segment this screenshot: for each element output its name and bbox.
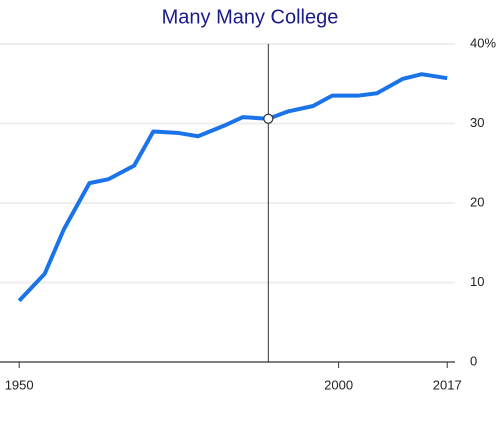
y-tick-label: 20 bbox=[470, 194, 484, 209]
chart-title: Many Many College bbox=[162, 6, 339, 28]
y-tick-label: 30 bbox=[470, 115, 484, 130]
hover-marker bbox=[263, 113, 274, 124]
line-series bbox=[17, 72, 448, 303]
x-tick-label: 2017 bbox=[433, 377, 462, 392]
y-tick-label: 40% bbox=[470, 35, 496, 50]
x-tick-label: 2000 bbox=[324, 377, 353, 392]
y-tick-label: 0 bbox=[470, 353, 477, 368]
x-tick-label: 1950 bbox=[5, 377, 34, 392]
y-tick-label: 10 bbox=[470, 274, 484, 289]
